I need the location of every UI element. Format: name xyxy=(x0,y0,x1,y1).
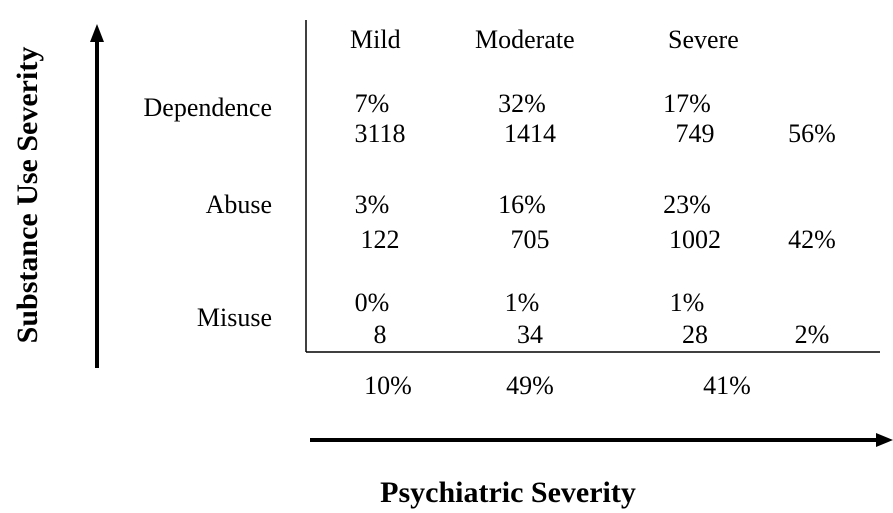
cell-count: 705 xyxy=(511,225,550,254)
cell-count: 749 xyxy=(676,119,715,148)
cell-percent: 23% xyxy=(663,190,711,219)
cell-percent: 0% xyxy=(355,288,390,317)
row-total: 2% xyxy=(795,320,830,349)
y-arrow-head xyxy=(90,24,104,42)
cell-percent: 1% xyxy=(505,288,540,317)
cell-count: 1002 xyxy=(669,225,721,254)
column-header: Moderate xyxy=(475,25,575,54)
cell-count: 8 xyxy=(374,320,387,349)
column-total: 10% xyxy=(364,371,412,400)
y-axis-label: Substance Use Severity xyxy=(11,47,44,344)
row-label: Dependence xyxy=(144,93,272,122)
column-total: 49% xyxy=(506,371,554,400)
cell-percent: 1% xyxy=(670,288,705,317)
column-total: 41% xyxy=(703,371,751,400)
cell-percent: 16% xyxy=(498,190,546,219)
cell-count: 3118 xyxy=(354,119,405,148)
row-total: 56% xyxy=(788,119,836,148)
cell-count: 122 xyxy=(361,225,400,254)
row-label: Abuse xyxy=(206,190,272,219)
cell-percent: 3% xyxy=(355,190,390,219)
row-label: Misuse xyxy=(197,303,272,332)
row-total: 42% xyxy=(788,225,836,254)
x-axis-label: Psychiatric Severity xyxy=(380,476,636,509)
cell-percent: 32% xyxy=(498,89,546,118)
cell-count: 1414 xyxy=(504,119,556,148)
cell-percent: 7% xyxy=(355,89,390,118)
cell-count: 28 xyxy=(682,320,708,349)
column-header: Mild xyxy=(350,25,401,54)
cell-count: 34 xyxy=(517,320,543,349)
cell-percent: 17% xyxy=(663,89,711,118)
x-arrow-head xyxy=(876,433,893,447)
column-header: Severe xyxy=(668,25,739,54)
